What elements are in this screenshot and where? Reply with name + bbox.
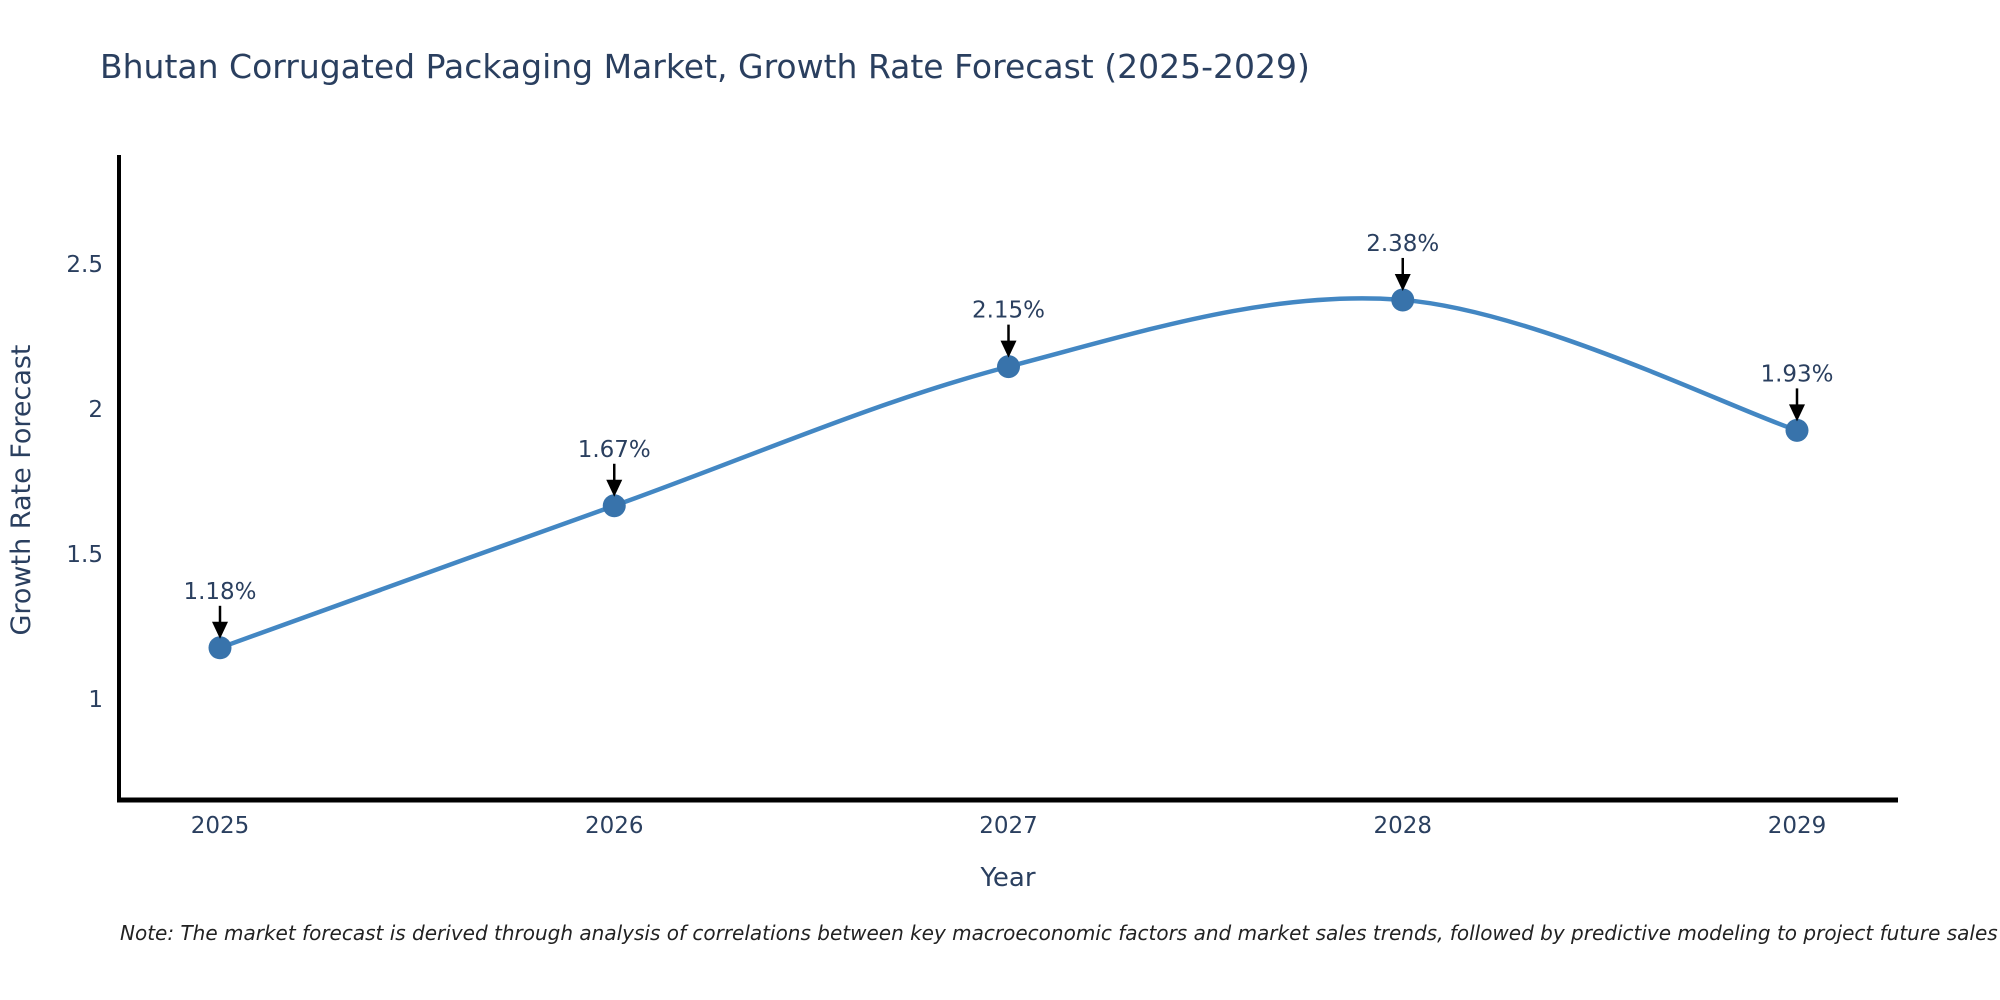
annotations: 1.18% 1.67% 2.15% 2.38% 1.93% [183, 231, 1834, 639]
data-point-marker [1391, 288, 1415, 312]
x-axis-title: Year [979, 863, 1035, 893]
annotation-arrowhead-icon [1000, 340, 1017, 358]
y-tick-label: 1 [88, 687, 103, 713]
data-point-marker [208, 636, 232, 660]
x-tick-label: 2025 [191, 813, 250, 839]
annotation-arrowhead-icon [1789, 404, 1805, 422]
annotation: 1.67% [578, 437, 651, 497]
chart-title: Bhutan Corrugated Packaging Market, Grow… [100, 47, 1310, 86]
x-tick-label: 2028 [1373, 813, 1432, 839]
y-tick-label: 2 [88, 397, 103, 423]
footnote: Note: The market forecast is derived thr… [120, 921, 1998, 945]
annotation: 1.18% [183, 579, 257, 639]
y-tick-labels: 1 1.5 2 2.5 [66, 252, 103, 713]
data-point-marker [602, 494, 626, 518]
annotation-arrowhead-icon [1394, 273, 1411, 291]
y-tick-label: 1.5 [66, 542, 103, 568]
data-point-marker [1785, 418, 1809, 442]
y-axis-title: Growth Rate Forecast [6, 344, 37, 635]
annotation-label: 2.15% [972, 298, 1045, 324]
y-tick-label: 2.5 [66, 252, 103, 278]
annotation-arrowhead-icon [212, 621, 228, 639]
x-tick-labels: 2025 2026 2027 2028 2029 [191, 813, 1827, 839]
x-tick-label: 2026 [585, 813, 644, 839]
annotation: 2.38% [1366, 231, 1439, 291]
annotation-label: 1.93% [1760, 361, 1833, 387]
annotation: 2.15% [972, 298, 1045, 358]
annotation-label: 1.67% [578, 437, 651, 463]
x-tick-label: 2029 [1768, 813, 1827, 839]
annotation-label: 1.18% [183, 579, 256, 605]
annotation-arrowhead-icon [606, 479, 623, 497]
annotation: 1.93% [1760, 361, 1834, 422]
annotation-label: 2.38% [1366, 231, 1439, 257]
x-tick-label: 2027 [979, 813, 1038, 839]
data-markers [208, 288, 1809, 660]
data-point-marker [997, 355, 1020, 379]
